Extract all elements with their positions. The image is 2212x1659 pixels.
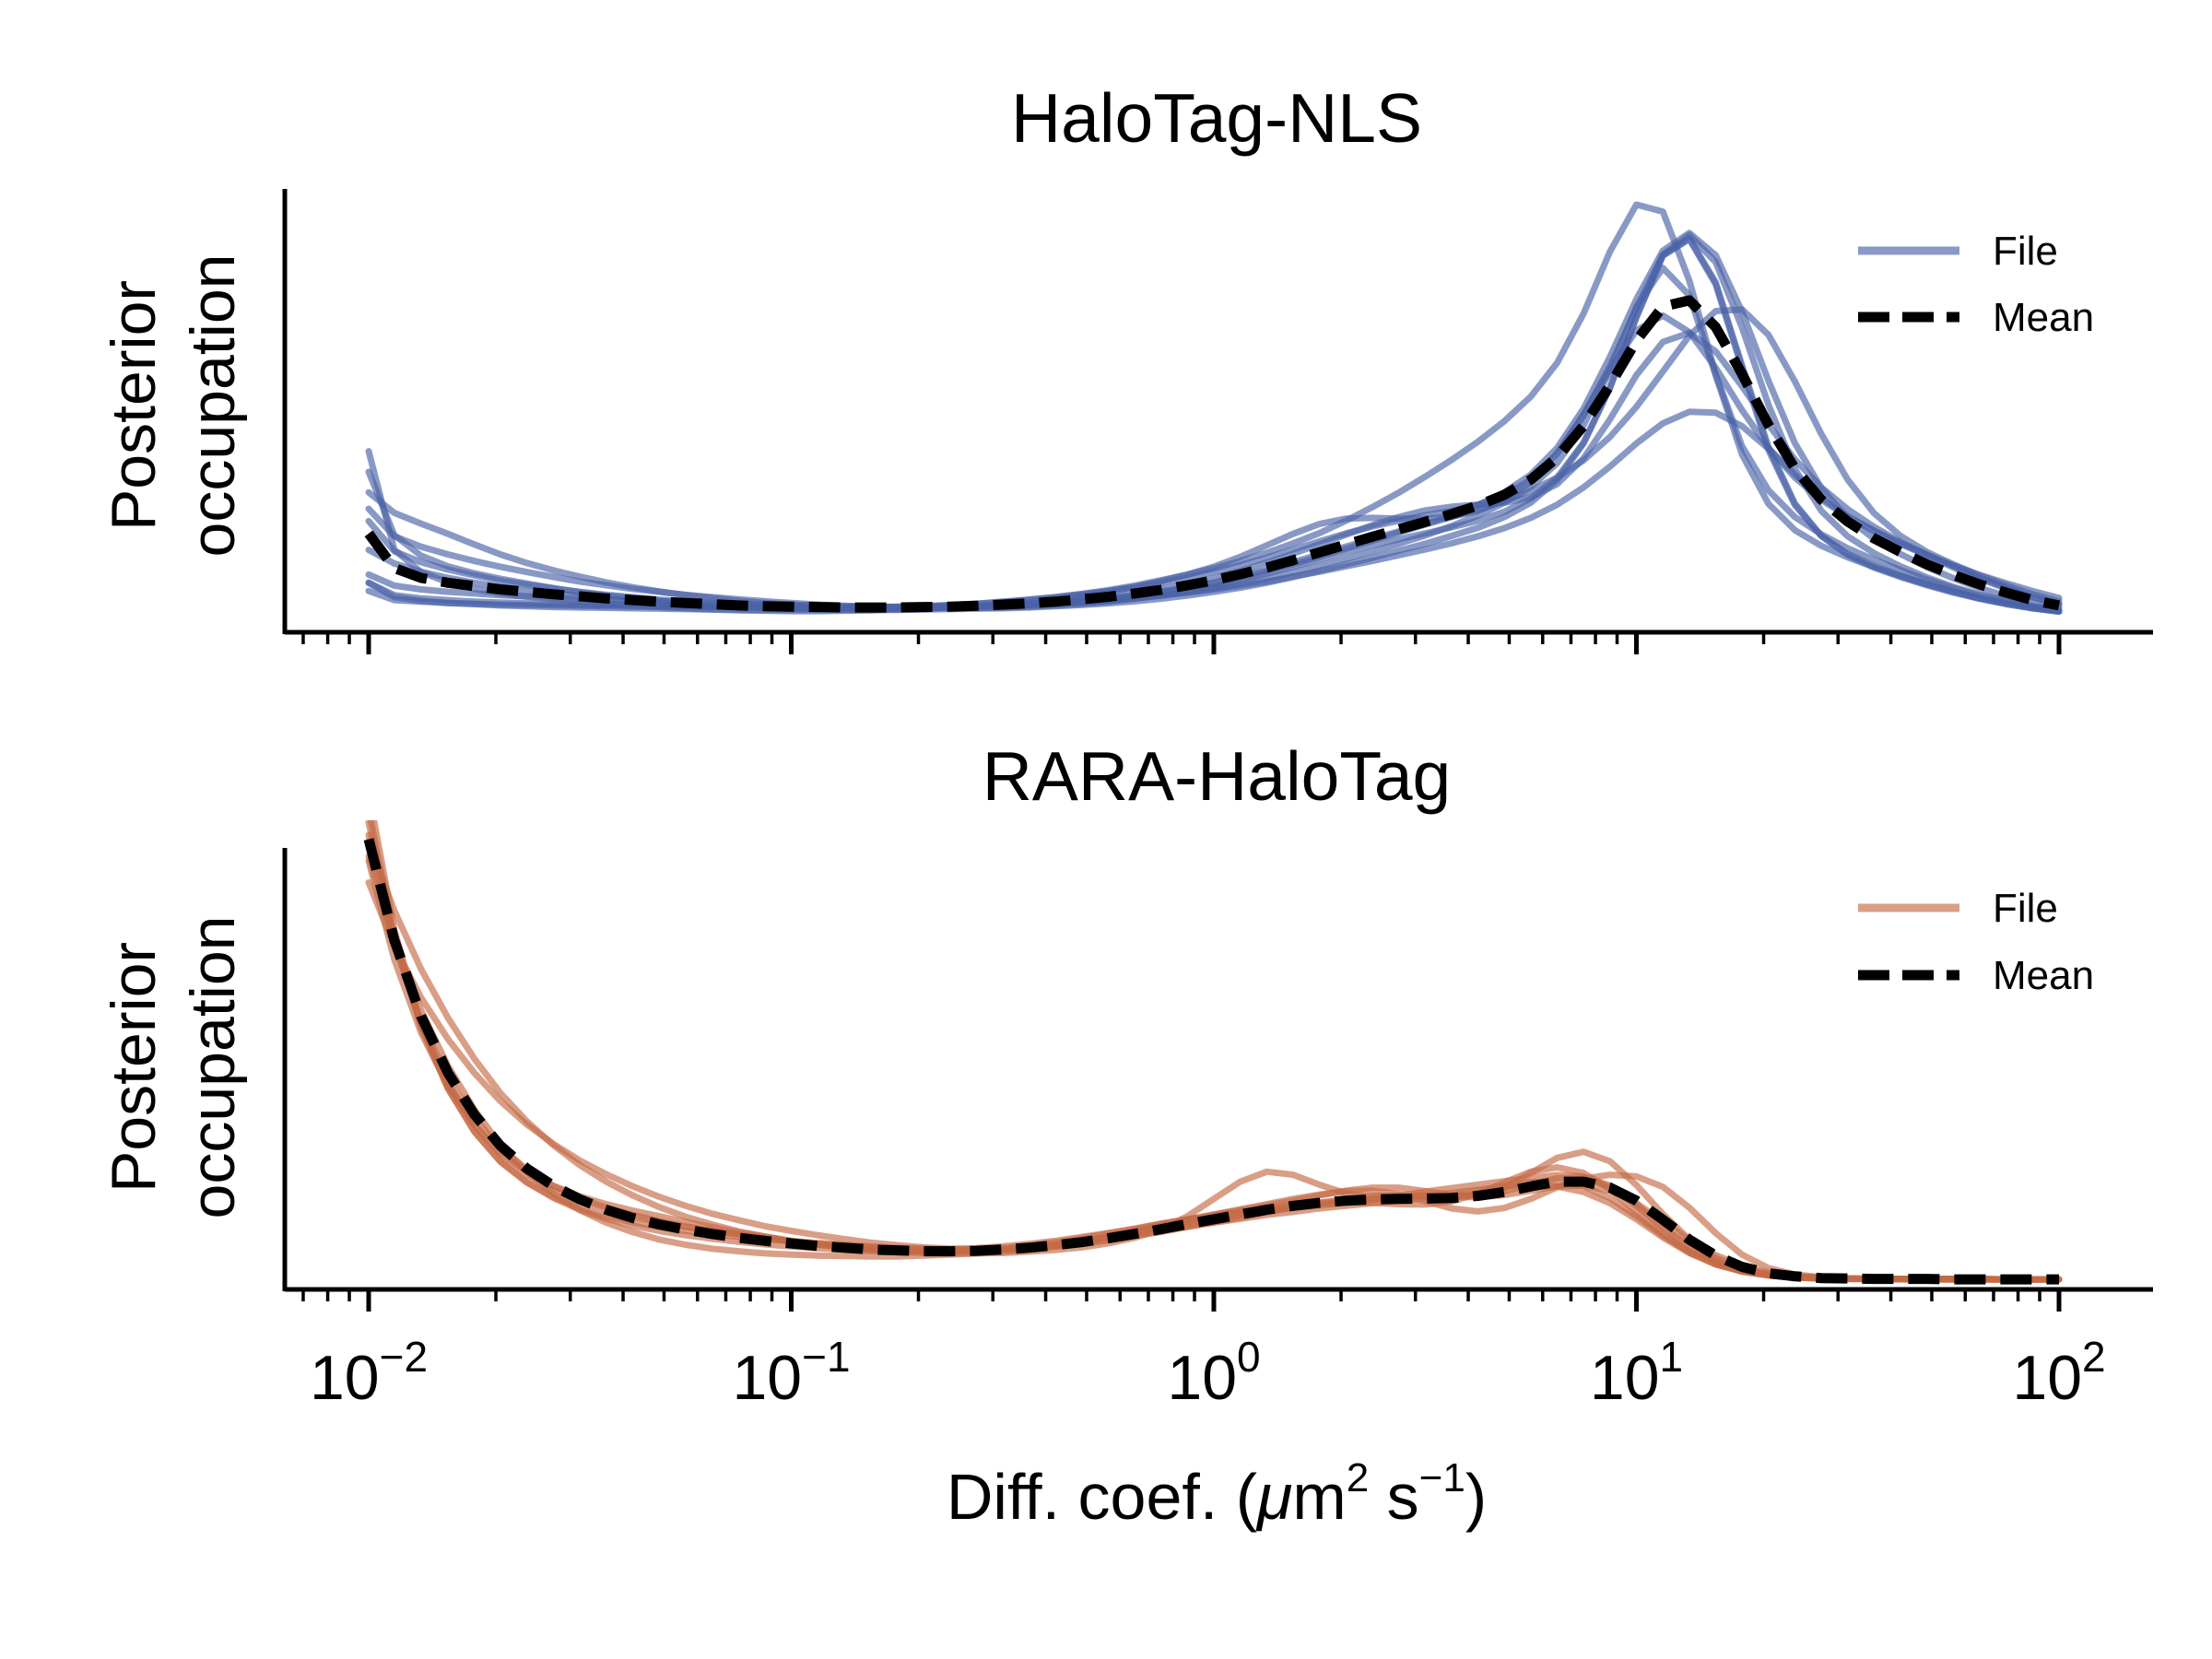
file-series-line-5 xyxy=(365,265,2063,615)
legend: File Mean xyxy=(1858,886,2094,998)
legend-mean-label: Mean xyxy=(1993,953,2094,998)
x-tick-label: 10−1 xyxy=(732,1333,850,1413)
x-tick-labels: 10−2 10−1 100 101 102 xyxy=(310,1333,2106,1413)
panel-rara-halotag: RARA-HaloTag Posterior occupation File M… xyxy=(99,737,2153,1533)
mean-series-line xyxy=(363,838,2059,1285)
file-series-line-10 xyxy=(365,229,2063,612)
mean-series-line xyxy=(364,295,2061,613)
x-axis-label: Diff. coef. (μm2 s−1) xyxy=(947,1455,1487,1533)
y-axis-label-line2: occupation xyxy=(178,254,248,558)
panel-halotag-nls: HaloTag-NLS Posterior occupation File Me… xyxy=(99,79,2153,654)
y-axis-label-line1: Posterior xyxy=(99,280,169,531)
plot-area xyxy=(364,201,2063,615)
x-tick-label: 10−2 xyxy=(310,1333,428,1413)
legend-mean-label: Mean xyxy=(1993,295,2094,340)
x-tick-label: 101 xyxy=(1590,1333,1683,1413)
y-axis-label-line1: Posterior xyxy=(99,942,169,1193)
panel-title: RARA-HaloTag xyxy=(982,737,1452,815)
plot-area xyxy=(363,820,2063,1285)
legend-file-label: File xyxy=(1993,229,2058,274)
x-tick-label: 100 xyxy=(1167,1333,1260,1413)
y-axis-label-line2: occupation xyxy=(178,916,248,1219)
panel-title: HaloTag-NLS xyxy=(1011,79,1422,157)
legend-file-label: File xyxy=(1993,886,2058,931)
x-ticks xyxy=(301,632,2062,654)
legend: File Mean xyxy=(1858,229,2094,340)
x-tick-label: 102 xyxy=(2012,1333,2105,1413)
file-series-line-3 xyxy=(365,231,2063,613)
x-ticks xyxy=(301,1289,2062,1312)
file-series-line-9 xyxy=(365,235,2063,615)
file-series-line-8 xyxy=(365,236,2063,615)
